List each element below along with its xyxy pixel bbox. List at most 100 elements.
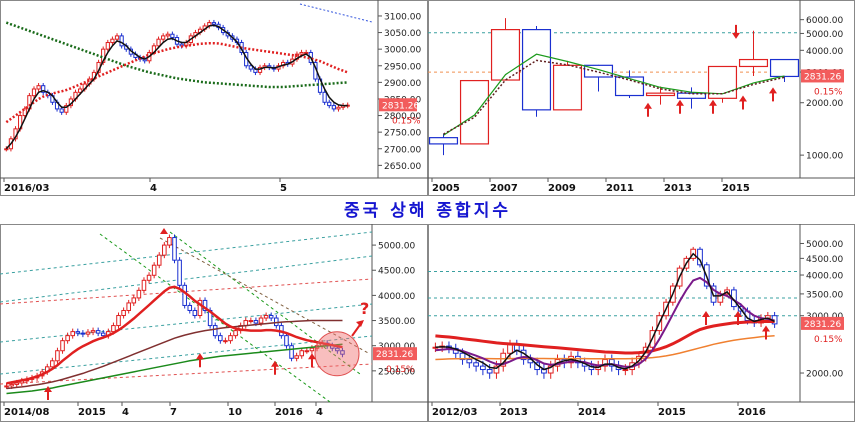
signal-arrow: [271, 360, 279, 375]
y-tick-label: 3500.00: [806, 290, 843, 300]
candle-body: [70, 331, 75, 337]
ma-long-line: [435, 320, 775, 355]
candle-body: [156, 38, 161, 47]
x-tick-label: 2016/03: [4, 183, 49, 194]
last-price-box: [379, 98, 417, 112]
signal-arrow: [709, 99, 717, 114]
x-tick-label: 5: [280, 183, 287, 194]
candle-body: [473, 362, 479, 367]
signal-arrow: [702, 311, 710, 326]
channel-line: [0, 303, 373, 343]
candle-body: [78, 88, 83, 93]
candle-body: [486, 369, 493, 374]
panel-border: [428, 224, 855, 422]
signal-arrow: [308, 353, 316, 368]
candle-body: [336, 106, 341, 110]
candle-body: [95, 330, 101, 334]
y-tick-label: 3000.00: [384, 46, 421, 56]
signal-arrow: [44, 385, 52, 400]
candle-body: [284, 335, 289, 347]
candle-body: [14, 382, 20, 385]
y-tick-label: 4000.00: [806, 272, 843, 282]
ma-long-line: [6, 343, 343, 395]
candle-body: [197, 299, 203, 317]
candle-body: [192, 309, 198, 317]
signal-arrow: [762, 325, 770, 340]
candle-body: [322, 91, 327, 103]
trend-line: [159, 237, 371, 355]
ma-mid-line: [6, 319, 343, 390]
trend-line: [299, 3, 373, 23]
candle-body: [64, 105, 69, 113]
candle-body: [622, 369, 629, 372]
candle-body: [85, 331, 91, 335]
candle-body: [327, 101, 332, 107]
candle-body: [116, 315, 121, 327]
y-tick-label: 2700.00: [384, 145, 421, 155]
channel-line: [0, 231, 373, 275]
annotation-label: ?: [360, 299, 369, 318]
yearly-chart-panel: 6000.005000.004000.003000.002000.001000.…: [428, 0, 855, 196]
y-tick-label: 6000.00: [806, 16, 843, 26]
x-tick-label: 7: [170, 407, 177, 418]
y-tick-label: 5000.00: [378, 242, 415, 252]
candle-body: [331, 105, 336, 110]
candle-body: [212, 325, 218, 337]
candle-body: [126, 302, 131, 311]
candle-body: [22, 108, 27, 117]
y-tick-label: 5000.00: [806, 30, 843, 40]
y-tick-label: 2950.00: [384, 62, 421, 72]
candle-body: [59, 108, 64, 113]
x-tick-label: 2015: [78, 407, 106, 418]
candle-body: [676, 92, 707, 99]
x-tick-label: 2016: [275, 407, 303, 418]
candle-body: [480, 365, 486, 371]
x-tick-label: 4: [316, 407, 323, 418]
candle-body: [65, 335, 70, 342]
candle-body: [111, 325, 116, 333]
candle-body: [100, 332, 106, 337]
candle-body: [146, 274, 152, 281]
candle-body: [9, 383, 14, 387]
candle-body: [223, 340, 228, 343]
candle-body: [233, 330, 238, 337]
candle-body: [4, 385, 9, 388]
y-tick-label: 1000.00: [806, 152, 843, 162]
candle-body: [263, 315, 269, 319]
candle-body: [80, 332, 86, 335]
daily-chart-panel: 3100.003050.003000.002950.002900.002850.…: [0, 0, 428, 196]
signal-arrow: [734, 311, 742, 326]
last-price-box: [801, 69, 844, 83]
candle-body: [459, 352, 466, 361]
signal-arrow: [196, 353, 204, 368]
candle-body: [161, 35, 166, 40]
x-tick-label: 2013: [664, 183, 692, 194]
candle-body: [187, 304, 193, 311]
last-price-label: 2831.26: [804, 72, 841, 82]
candle-body: [738, 58, 769, 68]
candle-body: [253, 320, 259, 324]
y-tick-label: 2650.00: [384, 162, 421, 172]
candle-body: [493, 365, 500, 374]
weekly-chart-panel: 5000.00 4500.00 4000.00 3500.00 3000.00 2500.…: [0, 224, 428, 422]
panel-border: [0, 0, 428, 196]
candle-body: [466, 359, 473, 364]
x-tick-label: 2013: [500, 407, 528, 418]
y-tick-label: 2000.00: [806, 99, 843, 109]
channel-line: [0, 363, 373, 385]
ma-longest-line: [435, 334, 775, 361]
candle-body: [602, 359, 608, 367]
signal-arrow: [769, 87, 777, 102]
change-pct-label: 0.15%: [392, 116, 421, 126]
y-tick-label: 3500.00: [378, 317, 415, 327]
x-tick-label: 2007: [490, 183, 518, 194]
last-price-label: 2831.26: [382, 101, 419, 111]
y-tick-label: 3100.00: [384, 12, 421, 22]
candle-body: [507, 343, 513, 354]
candle-body: [309, 347, 315, 352]
ma-short-line: [5, 24, 348, 150]
x-tick-label: 10: [228, 407, 242, 418]
candle-body: [170, 33, 175, 39]
candle-body: [90, 330, 96, 333]
y-tick-label: 4500.00: [378, 267, 415, 277]
